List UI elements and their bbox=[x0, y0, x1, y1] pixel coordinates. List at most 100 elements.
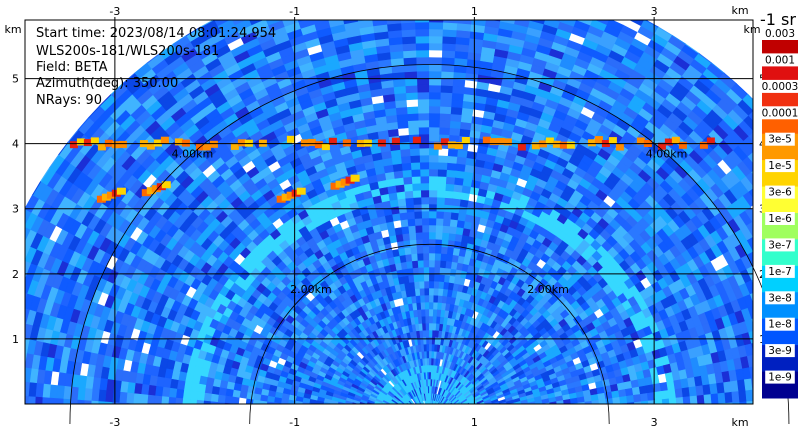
aerosol-patch-cell bbox=[101, 193, 111, 201]
aerosol-layer-cell bbox=[454, 142, 463, 149]
tick-label: 1 bbox=[12, 333, 19, 346]
aerosol-layer-cell bbox=[153, 139, 162, 147]
aerosol-patch-cell bbox=[141, 189, 151, 197]
colorbar-label-bg bbox=[765, 370, 795, 384]
aerosol-layer-cell bbox=[160, 136, 169, 144]
colorbar-label: 1e-6 bbox=[768, 213, 792, 225]
aerosol-layer-cell bbox=[237, 139, 246, 147]
grid-lines bbox=[25, 20, 753, 404]
colorbar-label: 0.0003 bbox=[762, 81, 799, 93]
aerosol-layer-cell bbox=[433, 142, 442, 150]
aerosol-patch-cell bbox=[350, 174, 360, 182]
aerosol-layer-cell bbox=[174, 138, 183, 146]
aerosol-patch-cell bbox=[330, 182, 340, 190]
tick-label: 4 bbox=[12, 138, 19, 151]
aerosol-layer-cell bbox=[566, 141, 575, 149]
aerosol-layer-cell bbox=[517, 143, 526, 151]
aerosol-patch-cell bbox=[151, 185, 161, 193]
aerosol-layer-cell bbox=[412, 136, 421, 144]
tick-label: 5 bbox=[12, 73, 19, 86]
aerosol-layer-cell bbox=[300, 139, 309, 147]
colorbar-title: -1 sr bbox=[760, 10, 796, 29]
aerosol-layer-cell bbox=[461, 137, 470, 144]
aerosol-layer-cell bbox=[664, 138, 673, 146]
tick-label: -1 bbox=[289, 5, 300, 18]
aerosol-layer-cell bbox=[97, 143, 106, 151]
tick-label: 3 bbox=[651, 416, 658, 429]
aerosol-layer-cell bbox=[594, 136, 603, 144]
aerosol-patch-cell bbox=[116, 187, 126, 195]
tick-label: km bbox=[731, 416, 748, 429]
colorbar-label-bg bbox=[762, 53, 798, 67]
aerosol-layer-cell bbox=[531, 142, 540, 150]
aerosol-layer-cell bbox=[377, 139, 386, 147]
tick-label: km bbox=[743, 23, 760, 36]
tick-label: km bbox=[4, 23, 21, 36]
colorbar-label: 0.003 bbox=[765, 28, 795, 40]
aerosol-patch-cell bbox=[340, 178, 350, 186]
range-ring bbox=[249, 243, 610, 425]
colorbar-label: 1e-8 bbox=[768, 319, 792, 331]
aerosol-patch-cell bbox=[156, 183, 166, 191]
aerosol-layer-cell bbox=[76, 138, 85, 146]
aerosol-patch-cell bbox=[111, 189, 121, 197]
aerosol-patch-cell bbox=[146, 187, 156, 195]
range-ring-label: 4.00km bbox=[646, 148, 688, 161]
aerosol-layer-cell bbox=[657, 142, 666, 150]
aerosol-layer-cell bbox=[552, 140, 561, 148]
aerosol-layer-cell bbox=[706, 137, 715, 145]
colorbar-label: 0.0001 bbox=[762, 107, 799, 119]
aerosol-layer-cell bbox=[314, 141, 323, 149]
tick-label: -3 bbox=[109, 416, 120, 429]
aerosol-layer-cell bbox=[69, 141, 78, 149]
range-ring-label: 2.00km bbox=[290, 283, 332, 296]
aerosol-layer-cell bbox=[321, 143, 330, 151]
colorbar-label-bg bbox=[765, 317, 795, 331]
aerosol-patch-cell bbox=[286, 191, 296, 199]
colorbar-label-bg bbox=[765, 291, 795, 305]
aerosol-patch-cell bbox=[276, 195, 286, 203]
colorbar-label-bg bbox=[765, 212, 795, 225]
aerosol-layer-cell bbox=[307, 138, 316, 146]
aerosol-layer-cell bbox=[503, 138, 512, 146]
tick-label: 1 bbox=[471, 416, 478, 429]
range-rings: 2.00km 2.00km 4.00km 4.00km bbox=[69, 64, 790, 425]
aerosol-layer-cell bbox=[608, 137, 617, 145]
aerosol-layer-cell bbox=[230, 142, 239, 150]
aerosol-patch-cell bbox=[335, 180, 345, 188]
nrays-text: NRays: 90 bbox=[36, 93, 102, 108]
tick-label: -1 bbox=[289, 416, 300, 429]
colorbar-label-bg bbox=[762, 27, 798, 40]
colorbar-label-bg bbox=[765, 238, 795, 252]
colorbar-label: 0.001 bbox=[765, 54, 795, 66]
aerosol-patch-cell bbox=[96, 195, 106, 203]
aerosol-layer-cell bbox=[146, 142, 155, 150]
colorbar-label-bg bbox=[758, 106, 800, 120]
aerosol-layer-cell bbox=[342, 139, 351, 147]
aerosol-layer-cell bbox=[447, 141, 456, 149]
colorbar-label: 1e-9 bbox=[768, 372, 792, 384]
colorbar-label-bg bbox=[758, 79, 800, 93]
aerosol-layer-cell bbox=[699, 141, 708, 149]
aerosol-layer-cell bbox=[118, 140, 127, 148]
tick-label: 3 bbox=[651, 5, 658, 18]
aerosol-layer-cell bbox=[615, 143, 624, 151]
tick-label: 3 bbox=[12, 203, 19, 216]
colorbar-label: 1e-7 bbox=[768, 266, 792, 278]
aerosol-patch-cell bbox=[161, 181, 171, 189]
aerosol-layer-cell bbox=[363, 139, 372, 147]
aerosol-layer-cell bbox=[636, 137, 645, 145]
aerosol-patch-cell bbox=[345, 176, 355, 184]
range-ring-label: 2.00km bbox=[527, 283, 569, 296]
colorbar-label: 3e-5 bbox=[768, 134, 792, 146]
field-text: Field: BETA bbox=[36, 60, 108, 75]
aerosol-layer-cell bbox=[111, 141, 120, 149]
aerosol-layer-cell bbox=[678, 141, 687, 149]
colorbar-label: 3e-7 bbox=[768, 239, 792, 251]
aerosol-patch-cell bbox=[291, 189, 301, 197]
colorbar-label: 3e-9 bbox=[768, 345, 792, 357]
tick-label: 1 bbox=[471, 5, 478, 18]
aerosol-layer-cell bbox=[328, 137, 337, 145]
aerosol-layer-cell bbox=[482, 136, 491, 144]
